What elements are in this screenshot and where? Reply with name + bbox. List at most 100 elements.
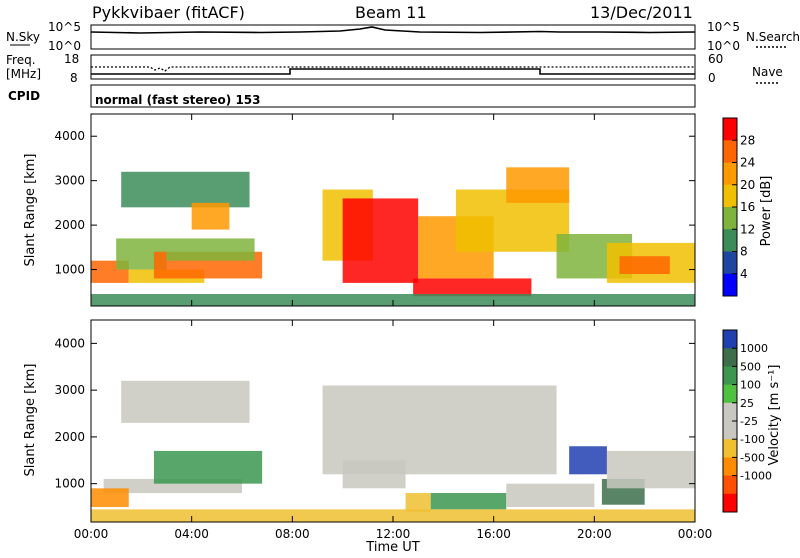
y-tick-label: 3000 [54,383,85,397]
power-cell [121,171,250,208]
velocity-colorbar-tick: 25 [740,397,754,410]
power-colorbar-swatch [723,184,737,208]
power-colorbar-swatch [723,273,737,297]
power-y-axis: 1000 2000 3000 4000 [54,129,695,277]
y-tick-label: 1000 [54,477,85,491]
velocity-cell [342,460,406,489]
power-ylabel: Slant Range [km] [23,154,38,267]
power-colorbar-swatch [723,251,737,275]
nsearch-tick-bottom: 10^0 [707,39,740,53]
power-cell [191,202,230,230]
velocity-colorbar-swatch [723,421,737,440]
nsky-tick-top: 10^5 [48,20,81,34]
velocity-colorbar-swatch [723,330,737,349]
nsky-tick-bottom: 10^0 [48,39,81,53]
velocity-cell [569,446,607,475]
x-tick-label: 08:00 [275,527,310,541]
velocity-y-axis: 1000 2000 3000 4000 [54,336,695,491]
velocity-cell [405,493,431,512]
velocity-colorbar-tick: -1000 [740,470,772,483]
velocity-colorbar-swatch [723,475,737,495]
power-colorbar-tick: 16 [740,200,755,214]
time-axis: 00:00 04:00 08:00 12:00 16:00 20:00 00:00 [74,114,713,541]
velocity-colorbar-swatch [723,439,737,458]
radar-title: Pykkvibaer (fitACF) [92,3,245,22]
velocity-colorbar-label: Velocity [m s⁻¹] [767,365,782,466]
freq-trace [91,68,695,75]
freq-tick-bottom: 8 [70,71,78,85]
x-tick-label: 00:00 [678,527,713,541]
x-tick-label: 16:00 [476,527,511,541]
x-tick-label: 12:00 [376,527,411,541]
velocity-cell [121,380,250,423]
velocity-colorbar-tick: 100 [740,379,761,392]
velocity-cell [606,450,695,489]
cpid-label: CPID [8,89,40,103]
power-cell [342,198,419,283]
velocity-ylabel: Slant Range [km] [23,364,38,477]
power-colorbar-tick: 28 [740,133,755,147]
nsky-trace [90,26,696,34]
x-tick-label: 00:00 [74,527,109,541]
power-cell [506,167,570,203]
power-colorbar-tick: 24 [740,156,755,170]
y-tick-label: 2000 [54,430,85,444]
velocity-colorbar-swatch [723,457,737,477]
velocity-heatmap [91,380,695,522]
power-cell [413,278,532,297]
velocity-cell [430,493,507,510]
power-colorbar-tick: 4 [740,267,748,281]
power-colorbar-swatch [723,162,737,186]
date-title: 13/Dec/2011 [590,3,693,22]
power-colorbar-tick: 20 [740,178,755,192]
power-heatmap [91,167,695,306]
y-tick-label: 3000 [54,174,85,188]
velocity-colorbar-tick: -500 [740,451,765,464]
power-colorbar-swatch [723,229,737,252]
y-tick-label: 4000 [54,129,85,143]
velocity-colorbar-swatch [723,384,737,404]
velocity-colorbar-tick: -25 [740,415,758,428]
power-colorbar-label: Power [dB] [759,176,774,247]
freq-tick-top: 18 [64,52,79,66]
velocity-colorbar-swatch [723,348,737,367]
nave-label: Nave [752,65,783,79]
freq-label-1: Freq. [6,53,36,67]
y-tick-label: 2000 [54,218,85,232]
velocity-colorbar-swatch [723,493,737,513]
velocity-colorbar-swatch [723,366,737,386]
nsearch-tick-top: 10^5 [707,20,740,34]
freq-label-2: [MHz] [6,67,41,81]
velocity-cell [322,385,557,475]
power-cell [166,238,255,261]
velocity-colorbar-tick: 1000 [740,342,768,355]
nsky-panel [90,24,696,50]
cpid-text: normal (fast stereo) 153 [95,93,261,107]
cpid-panel [90,84,696,108]
velocity-cell [91,509,695,522]
power-colorbar-swatch [723,140,737,163]
nave-tick-bottom: 0 [708,71,716,85]
nsky-label: N.Sky [6,30,40,44]
x-tick-label: 04:00 [174,527,209,541]
nsearch-label: N.Search [746,30,800,44]
velocity-cell [153,450,263,484]
power-cell [619,256,670,274]
y-tick-label: 1000 [54,263,85,277]
power-colorbar: 28 24 20 16 12 8 4 [722,117,755,297]
velocity-colorbar-tick: 500 [740,360,761,373]
nave-tick-top: 60 [708,52,723,66]
time-axis-label: Time UT [365,540,419,554]
beam-title: Beam 11 [355,3,427,22]
x-tick-label: 20:00 [577,527,612,541]
power-colorbar-swatch [723,118,737,141]
power-colorbar-tick: 8 [740,245,748,259]
velocity-colorbar-swatch [723,402,737,422]
power-colorbar-tick: 12 [740,222,755,236]
power-colorbar-swatch [723,207,737,230]
y-tick-label: 4000 [54,336,85,350]
velocity-cell [506,483,595,508]
velocity-cell [91,488,129,508]
velocity-colorbar-tick: -100 [740,433,765,446]
